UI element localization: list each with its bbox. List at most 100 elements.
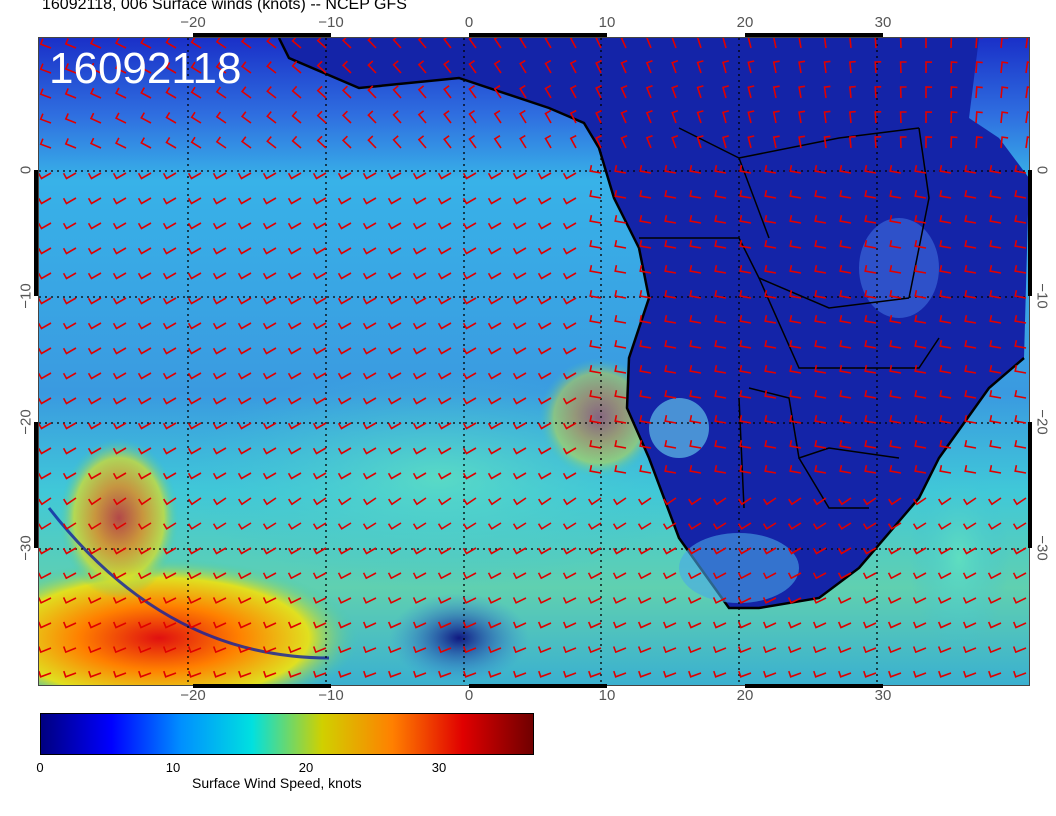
wind-barb	[212, 347, 227, 355]
wind-barb	[187, 197, 202, 205]
wind-barb	[1014, 365, 1027, 374]
wind-barb	[899, 111, 907, 124]
wind-barb	[312, 272, 327, 280]
wind-barb	[337, 646, 352, 654]
wind-barb	[562, 447, 577, 455]
wind-barb	[262, 197, 277, 205]
wind-barb	[362, 621, 377, 629]
wind-barb	[512, 297, 527, 305]
wind-barb	[595, 134, 602, 149]
wind-barb	[813, 670, 827, 678]
wind-barb	[989, 440, 1002, 449]
wind-barb	[614, 415, 627, 424]
wind-barb	[392, 85, 402, 99]
wind-barb	[387, 646, 402, 654]
wind-barb	[138, 497, 152, 506]
wind-barb	[814, 315, 827, 324]
wind-barb	[912, 522, 927, 530]
axis-bar-right	[1028, 170, 1032, 296]
wind-barb	[39, 247, 52, 255]
wind-barb	[39, 472, 52, 480]
wind-barb	[62, 197, 77, 205]
wind-barb	[914, 290, 927, 299]
wind-barb	[262, 597, 277, 604]
wind-barb	[964, 340, 977, 349]
wind-barb	[964, 365, 977, 374]
wind-barb	[468, 60, 477, 74]
wind-barb	[637, 547, 652, 555]
wind-barb	[138, 670, 152, 678]
colorbar-tick: 0	[36, 760, 44, 775]
wind-barb	[162, 572, 177, 580]
wind-barb	[62, 397, 77, 405]
wind-barb	[798, 38, 802, 49]
wind-barb	[639, 340, 652, 349]
wind-barb	[312, 222, 327, 230]
wind-barb	[137, 422, 152, 430]
wind-barb	[64, 38, 77, 49]
wind-barb	[764, 315, 777, 324]
wind-barb	[362, 522, 377, 530]
wind-barb	[722, 85, 730, 99]
wind-barb	[162, 422, 177, 430]
lat-tick-left: −20	[17, 409, 35, 435]
wind-map[interactable]: 16092118	[38, 37, 1030, 686]
wind-barb	[589, 440, 602, 449]
wind-barb	[764, 290, 777, 299]
wind-barb	[864, 315, 877, 324]
wind-barb	[362, 597, 377, 604]
wind-barb	[864, 290, 877, 299]
wind-barb	[487, 646, 502, 654]
wind-barb	[162, 646, 177, 654]
wind-barb	[864, 340, 877, 349]
wind-barb	[187, 322, 202, 330]
wind-barb	[722, 135, 730, 149]
wind-barb	[388, 670, 402, 678]
wind-barb	[562, 272, 577, 280]
wind-barb	[291, 38, 302, 49]
wind-barb	[165, 61, 177, 74]
wind-barb	[964, 315, 977, 324]
wind-barb	[913, 670, 927, 678]
wind-barb	[914, 440, 927, 449]
wind-barb	[712, 547, 727, 555]
wind-barb	[589, 365, 602, 374]
wind-barb	[562, 397, 577, 405]
wind-barb	[263, 670, 277, 678]
wind-barb	[87, 272, 102, 280]
wind-barb	[975, 61, 983, 74]
wind-barb	[789, 215, 802, 224]
wind-barb	[162, 547, 177, 555]
wind-barb	[863, 670, 877, 678]
wind-barb	[739, 240, 752, 249]
wind-barb	[112, 522, 127, 530]
wind-barb	[215, 136, 227, 149]
wind-barb	[839, 465, 852, 474]
wind-barb	[689, 190, 702, 199]
wind-barb	[839, 440, 852, 449]
wind-barb	[316, 60, 327, 74]
wind-barb	[864, 190, 877, 199]
wind-barb	[837, 597, 852, 604]
wind-barb	[238, 497, 252, 506]
wind-barb	[337, 247, 352, 255]
lon-tick-bottom: −20	[180, 687, 206, 704]
wind-barb	[212, 572, 227, 580]
wind-barb	[266, 111, 277, 124]
wind-barb	[64, 88, 77, 99]
wind-barb	[512, 422, 527, 430]
lat-tick-right: −20	[1033, 409, 1051, 435]
wind-barb	[412, 247, 427, 255]
wind-barb	[1014, 165, 1027, 174]
wind-barb	[137, 646, 152, 654]
wind-barb	[569, 84, 577, 99]
wind-barb	[387, 621, 402, 629]
wind-barb	[137, 347, 152, 355]
wind-barb	[1012, 646, 1027, 654]
wind-barb	[39, 38, 52, 49]
wind-barb	[787, 597, 802, 604]
wind-barb	[839, 165, 852, 174]
wind-barb	[688, 497, 702, 506]
wind-barb	[864, 165, 877, 174]
wind-barb	[689, 240, 702, 249]
